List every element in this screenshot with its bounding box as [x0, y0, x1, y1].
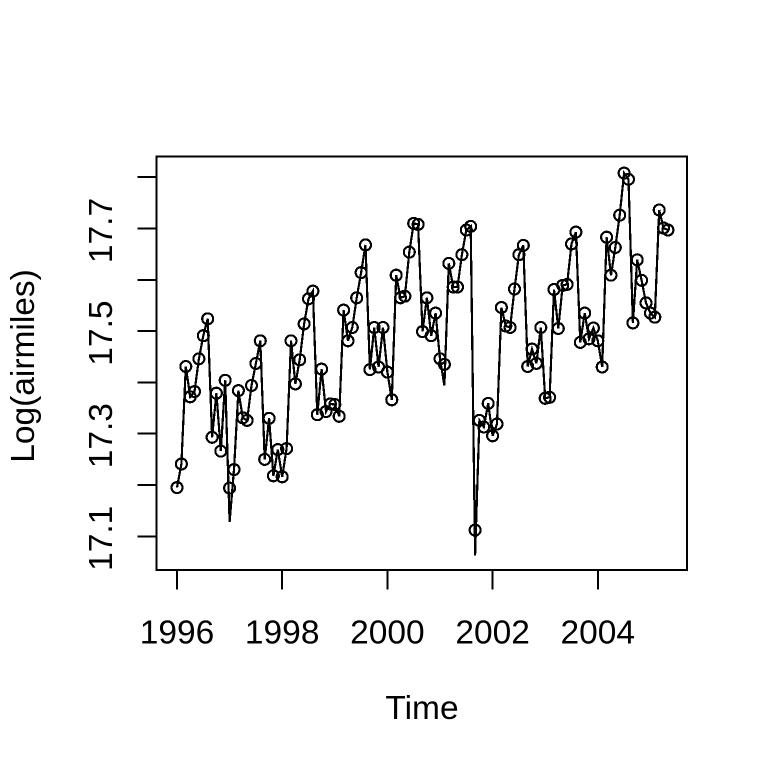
svg-text:17.1: 17.1	[83, 506, 120, 571]
svg-text:Log(airmiles): Log(airmiles)	[5, 269, 42, 463]
svg-text:17.3: 17.3	[83, 403, 120, 468]
svg-text:1996: 1996	[140, 615, 215, 652]
svg-text:2000: 2000	[350, 615, 425, 652]
svg-text:2004: 2004	[561, 615, 636, 652]
svg-text:Time: Time	[385, 690, 458, 727]
svg-text:17.7: 17.7	[83, 198, 120, 263]
svg-text:2002: 2002	[455, 615, 530, 652]
svg-text:1998: 1998	[245, 615, 320, 652]
svg-text:17.5: 17.5	[83, 300, 120, 365]
